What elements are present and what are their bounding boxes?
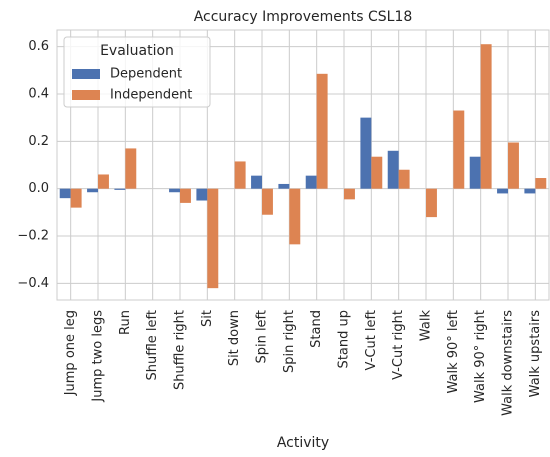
bar [305, 175, 317, 189]
bar [114, 188, 126, 190]
bar [360, 117, 372, 189]
bar [180, 188, 191, 203]
x-tick-label: Sit down [227, 310, 242, 366]
x-tick-label: Shuffle left [145, 310, 160, 380]
legend-label: Dependent [110, 67, 182, 82]
x-tick-label: Spin right [282, 310, 297, 373]
bar [125, 148, 137, 189]
x-tick-label: Jump one leg [63, 310, 78, 396]
x-tick-label: Stand up [337, 310, 352, 368]
x-tick-label: Walk [419, 310, 434, 342]
legend-label: Independent [110, 88, 192, 103]
bar [98, 174, 109, 189]
y-tick-label: 0.6 [28, 39, 49, 54]
bar [371, 156, 383, 189]
chart-title: Accuracy Improvements CSL18 [194, 9, 413, 25]
bar [87, 188, 98, 193]
bar [234, 161, 246, 189]
bar [469, 156, 481, 189]
legend-box [63, 36, 211, 108]
legend-swatch [72, 90, 100, 100]
bar [398, 169, 410, 189]
bar [251, 175, 262, 189]
bar [535, 178, 547, 189]
x-tick-label: Stand [309, 310, 324, 348]
bar [508, 142, 519, 189]
y-tick-label: 0.2 [28, 134, 49, 149]
bar [344, 188, 355, 200]
bar [453, 110, 465, 189]
bar [70, 188, 82, 208]
x-tick-label: Shuffle right [173, 310, 188, 390]
legend-title: Evaluation [100, 43, 174, 59]
bar [480, 44, 492, 189]
bar [524, 188, 536, 194]
bar [196, 188, 208, 201]
bar [262, 188, 273, 215]
x-tick-label: Spin left [255, 310, 270, 364]
bar [59, 188, 71, 199]
y-tick-label: −0.4 [17, 276, 49, 291]
bar [387, 150, 399, 189]
x-tick-label: Jump two legs [91, 310, 106, 403]
x-tick-label: Walk downstairs [501, 310, 516, 416]
bar [169, 188, 180, 193]
bar [289, 188, 301, 245]
legend-swatch [72, 69, 100, 79]
x-tick-label: V-Cut right [391, 310, 406, 380]
x-axis-label: Activity [277, 435, 329, 451]
y-tick-label: −0.2 [17, 229, 49, 244]
y-tick-label: 0.4 [28, 86, 49, 101]
bar [426, 188, 437, 218]
bar [316, 73, 328, 189]
bar [278, 183, 290, 189]
y-tick-label: 0.0 [28, 181, 49, 196]
x-tick-label: V-Cut left [364, 310, 379, 370]
x-tick-label: Walk 90° right [473, 310, 488, 403]
x-tick-label: Walk upstairs [528, 310, 543, 398]
x-tick-label: Walk 90° left [446, 310, 461, 394]
x-tick-label: Sit [200, 310, 215, 327]
bar [497, 188, 508, 194]
x-tick-label: Run [118, 310, 133, 335]
bar [207, 188, 219, 289]
